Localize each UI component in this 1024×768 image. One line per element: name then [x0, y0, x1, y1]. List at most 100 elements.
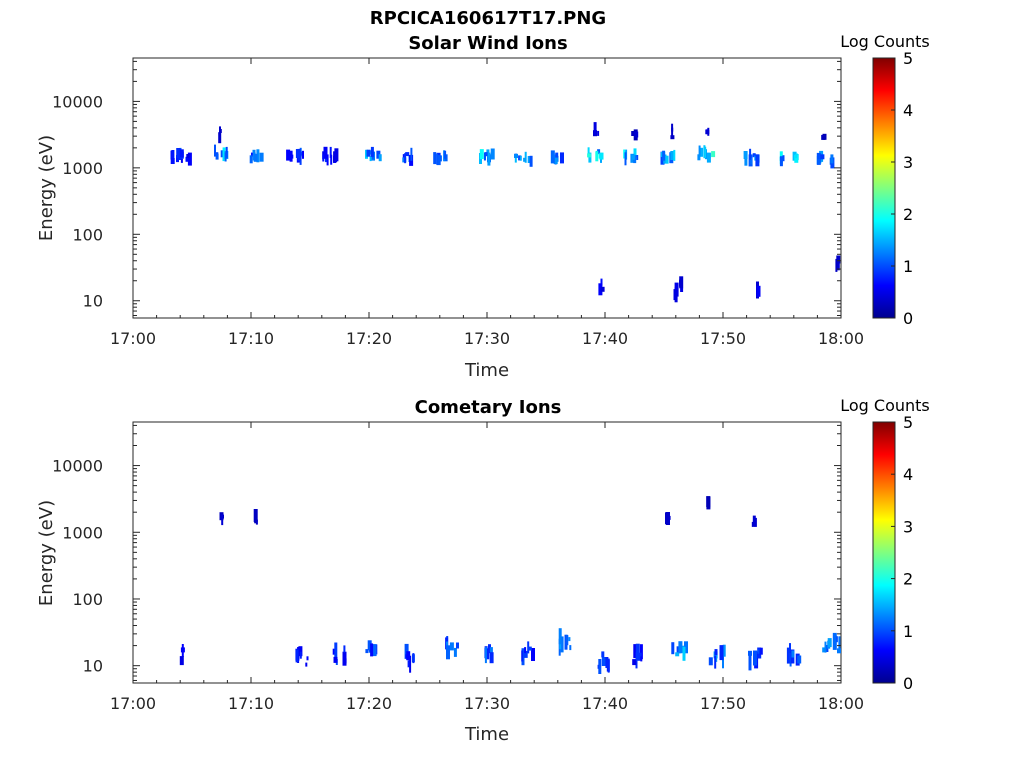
data-cell [489, 647, 493, 657]
data-cell [376, 150, 381, 159]
data-cell [369, 156, 372, 162]
data-cell [634, 131, 639, 138]
y-tick-label: 1000 [62, 523, 103, 542]
data-cell [524, 151, 527, 163]
data-cell [255, 519, 258, 525]
data-cell [323, 146, 328, 159]
data-cell [706, 152, 711, 163]
colorbar-tick-label: 1 [903, 257, 913, 276]
data-cell [587, 153, 592, 158]
data-cell [665, 155, 669, 164]
x-tick-label: 17:50 [700, 694, 746, 713]
data-marks [170, 122, 841, 303]
axis-ticks [132, 58, 842, 318]
data-cell [588, 152, 592, 163]
data-cell [837, 648, 841, 654]
data-cell [295, 149, 300, 158]
data-cell [305, 662, 308, 667]
data-cell [632, 659, 637, 666]
data-cell [367, 640, 372, 651]
data-marks [179, 496, 841, 674]
data-cell [366, 149, 371, 157]
data-cell [679, 279, 683, 287]
x-tick-labels: 17:00 17:10 17:20 17:30 17:40 17:50 18:00 [110, 694, 864, 713]
data-cell [370, 643, 374, 657]
x-tick-label: 17:40 [582, 694, 628, 713]
data-cell [555, 152, 559, 158]
data-cell [832, 632, 837, 650]
data-cell [635, 643, 640, 661]
data-cell [514, 154, 518, 158]
data-cell [636, 155, 639, 160]
data-cell [568, 637, 571, 642]
data-cell [405, 152, 410, 157]
colorbar-tick-label: 0 [903, 309, 913, 328]
colorbar-tick-label: 5 [903, 413, 913, 432]
data-cell [529, 155, 533, 167]
data-cell [215, 153, 219, 160]
colorbar: Log Counts 0 1 2 3 4 5 [840, 32, 930, 328]
data-cell [699, 147, 704, 157]
data-cell [678, 641, 683, 654]
data-cell [410, 147, 413, 161]
data-cell [719, 645, 724, 661]
data-cell [224, 152, 227, 162]
data-cell [665, 512, 668, 525]
data-cell [749, 148, 752, 160]
data-cell [601, 651, 605, 658]
data-cell [256, 149, 260, 163]
data-cell [523, 650, 528, 658]
data-cell [484, 152, 488, 157]
x-tick-label: 17:00 [110, 329, 156, 348]
data-cell [564, 634, 568, 650]
data-cell [662, 150, 666, 161]
y-tick-labels: 10 100 1000 10000 [52, 92, 103, 310]
data-cell [249, 155, 253, 164]
data-cell [489, 652, 494, 664]
data-cell [453, 647, 457, 657]
data-cell [639, 644, 643, 660]
data-cell [744, 152, 748, 166]
data-cell [486, 648, 490, 660]
data-cell [624, 152, 627, 166]
data-cell [836, 255, 841, 264]
data-cell [595, 151, 599, 162]
data-cell [518, 155, 522, 161]
data-cell [697, 154, 701, 161]
data-cell [748, 650, 752, 656]
colorbar-gradient [872, 57, 896, 319]
colorbar-label: Log Counts [840, 396, 930, 415]
data-cell [286, 149, 291, 161]
data-cell [484, 647, 487, 664]
colorbar-tick-label: 2 [903, 570, 913, 589]
data-cell [553, 155, 558, 165]
panel-cometary-ions: Cometary Ions 17:00 17:10 17:20 17:30 17:40 1… [36, 396, 930, 745]
x-tick-label: 17:30 [464, 329, 510, 348]
data-cell [600, 286, 605, 292]
data-cell [409, 655, 412, 673]
data-cell [560, 636, 564, 653]
data-cell [218, 132, 222, 144]
data-cell [289, 150, 293, 162]
data-cell [599, 152, 604, 160]
data-cell [597, 149, 601, 155]
x-tick-label: 17:30 [464, 694, 510, 713]
data-cell [251, 152, 253, 157]
data-cell [794, 154, 799, 163]
x-tick-label: 17:20 [346, 694, 392, 713]
data-cell [519, 155, 522, 161]
data-cell [673, 289, 678, 301]
data-cell [797, 655, 802, 664]
data-cell [631, 131, 636, 136]
data-cell [680, 288, 684, 292]
figure-title: RPCICA160617T17.PNG [370, 8, 606, 29]
data-cell [436, 152, 441, 157]
data-cell [222, 150, 225, 162]
plot-area [132, 57, 842, 319]
data-cell [488, 644, 491, 654]
data-cell [722, 644, 726, 657]
data-cell [253, 509, 258, 522]
data-cell [817, 159, 821, 165]
data-cell [823, 135, 827, 140]
data-cell [221, 514, 224, 526]
